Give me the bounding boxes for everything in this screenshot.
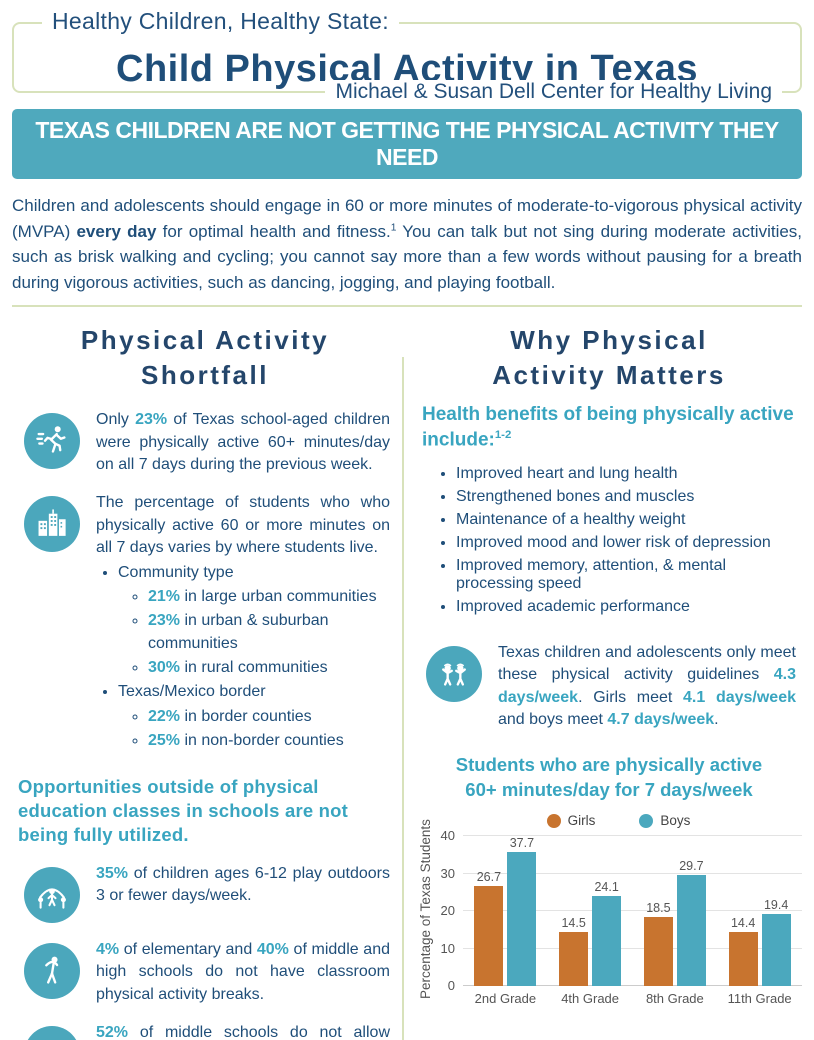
bar-value-label: 14.5	[561, 916, 586, 931]
stat-active-week: Only 23% of Texas school-aged children w…	[24, 409, 390, 476]
list-item-border: Texas/Mexico border 22% in border counti…	[118, 681, 390, 752]
list-item-community: Community type 21% in large urban commun…	[118, 562, 390, 680]
divider-line	[12, 305, 802, 307]
stat-location-text: The percentage of students who who physi…	[96, 492, 390, 754]
benefits-list: Improved heart and lung health Strengthe…	[456, 465, 802, 616]
border-label: Texas/Mexico border	[118, 683, 266, 701]
stat-outdoors-text: 35% of children ages 6-12 play outdoors …	[96, 864, 390, 905]
stat-guidelines: Texas children and adolescents only meet…	[426, 642, 796, 732]
x-axis-label: 11th Grade	[727, 991, 792, 1007]
bar-boys	[761, 913, 791, 987]
community-label: Community type	[118, 563, 234, 581]
benefits-heading: Health benefits of being physically acti…	[422, 404, 794, 451]
bar-girls	[728, 932, 758, 987]
benefit-item: Maintenance of a healthy weight	[456, 511, 802, 529]
chart-title: Students who are physically active 60+ m…	[455, 754, 763, 801]
barbell-icon	[24, 1025, 80, 1040]
list-item: 25% in non-border counties	[148, 730, 390, 752]
headline-banner-text: TEXAS CHILDREN ARE NOT GETTING THE PHYSI…	[35, 117, 779, 170]
border-sublist: 22% in border counties 25% in non-border…	[148, 706, 390, 753]
bar-girls	[643, 917, 673, 987]
city-icon	[24, 496, 80, 553]
jump-rope-icon	[24, 866, 80, 923]
content-columns: Physical Activity Shortfall Only 23% of …	[0, 307, 814, 1040]
chart-legend: Girls Boys	[435, 813, 802, 828]
chart-ylabel: Percentage of Texas Students	[418, 819, 433, 1000]
community-sublist: 21% in large urban communities 23% in ur…	[148, 586, 390, 680]
stat-outdoors: 35% of children ages 6-12 play outdoors …	[24, 863, 390, 923]
header: Healthy Children, Healthy State: Child P…	[12, 8, 802, 104]
header-eyebrow: Healthy Children, Healthy State:	[42, 8, 399, 35]
list-item: 23% in urban & suburban communities	[148, 610, 390, 655]
bar-chart: Percentage of Texas Students Girls Boys 0…	[418, 813, 802, 1006]
bar-value-label: 24.1	[594, 880, 619, 895]
benefit-item: Strengthened bones and muscles	[456, 488, 802, 506]
bar-boys	[507, 852, 537, 987]
stat-gym-text: 52% of middle schools do not allow stude…	[96, 1023, 390, 1040]
bar-value-label: 19.4	[763, 897, 789, 912]
bar-group: 14.4 19.4	[728, 836, 791, 987]
stat-location-lead: The percentage of students who who physi…	[96, 494, 390, 557]
stat-breaks: 4% of elementary and 40% of middle and h…	[24, 939, 390, 1006]
header-subtitle: Michael & Susan Dell Center for Healthy …	[325, 80, 782, 104]
benefit-item: Improved heart and lung health	[456, 465, 802, 483]
chart-yaxis: 0 10 20 30 40	[440, 828, 455, 994]
chart-xlabels: 2nd Grade 4th Grade 8th Grade 11th Grade	[463, 991, 802, 1006]
location-list: Community type 21% in large urban commun…	[118, 562, 390, 753]
benefit-item: Improved mood and lower risk of depressi…	[456, 534, 802, 552]
chart-main: Girls Boys 0 10 20 30 40 26.7 37.7 14.5 24.1 18.5…	[435, 813, 802, 1006]
list-item: 30% in rural communities	[148, 657, 390, 679]
headline-banner: TEXAS CHILDREN ARE NOT GETTING THE PHYSI…	[12, 109, 802, 179]
legend-item: Boys	[639, 813, 690, 828]
chart-body: 0 10 20 30 40 26.7 37.7 14.5 24.1 18.5 29.7 14.4 19…	[435, 828, 802, 994]
x-axis-label: 8th Grade	[645, 991, 704, 1007]
stat-active-week-text: Only 23% of Texas school-aged children w…	[96, 411, 391, 473]
children-icon	[426, 645, 482, 702]
bar-boys	[592, 896, 622, 987]
left-column: Physical Activity Shortfall Only 23% of …	[10, 307, 402, 1040]
stat-breaks-text: 4% of elementary and 40% of middle and h…	[96, 940, 390, 1003]
bar-value-label: 26.7	[476, 870, 502, 885]
stat-gym: 52% of middle schools do not allow stude…	[24, 1022, 390, 1040]
bar-group: 18.5 29.7	[643, 836, 706, 987]
bar-value-label: 29.7	[679, 859, 704, 874]
right-column: Why Physical Activity Matters Health ben…	[404, 307, 804, 1040]
right-heading: Why Physical Activity Matters	[492, 325, 726, 391]
stretch-icon	[24, 942, 80, 999]
left-heading: Physical Activity Shortfall	[80, 325, 330, 391]
benefit-item: Improved academic performance	[456, 598, 802, 616]
bar-group: 14.5 24.1	[559, 836, 622, 987]
bar-value-label: 14.4	[730, 916, 756, 931]
bar-boys	[676, 875, 706, 987]
bar-girls	[559, 932, 589, 987]
benefit-item: Improved memory, attention, & mental pro…	[456, 557, 802, 593]
chart-plot: 26.7 37.7 14.5 24.1 18.5 29.7 14.4 19.4	[463, 835, 802, 987]
bar-value-label: 37.7	[509, 836, 535, 851]
legend-item: Girls	[546, 813, 595, 828]
opportunities-heading: Opportunities outside of physical educat…	[18, 775, 349, 845]
bar-girls	[474, 886, 504, 987]
stat-location: The percentage of students who who physi…	[24, 492, 390, 754]
list-item: 22% in border counties	[148, 706, 390, 728]
column-divider	[402, 357, 404, 1040]
bar-value-label: 18.5	[646, 901, 671, 916]
bar-group: 26.7 37.7	[474, 836, 537, 987]
stat-guidelines-text: Texas children and adolescents only meet…	[498, 643, 796, 729]
x-axis-label: 2nd Grade	[474, 991, 537, 1007]
x-axis-label: 4th Grade	[561, 991, 620, 1007]
runner-icon	[24, 413, 80, 470]
list-item: 21% in large urban communities	[148, 586, 390, 608]
intro-paragraph: Children and adolescents should engage i…	[12, 196, 803, 292]
chart-groups: 26.7 37.7 14.5 24.1 18.5 29.7 14.4 19.4	[463, 836, 802, 987]
